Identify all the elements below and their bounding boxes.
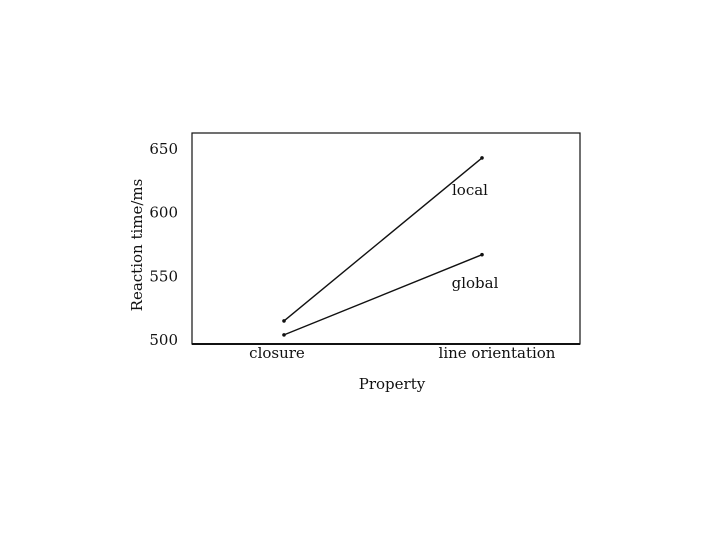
x-category-label: line orientation <box>439 344 556 362</box>
y-tick-labels: 500 550 600 650 <box>149 140 178 349</box>
data-point-local <box>282 319 286 323</box>
y-tick-label: 550 <box>149 267 178 285</box>
y-tick-label: 600 <box>149 204 178 222</box>
data-point-global <box>282 333 286 337</box>
y-axis-title: Reaction time/ms <box>128 179 146 312</box>
x-category-label: closure <box>249 344 305 362</box>
data-point-local <box>480 156 484 160</box>
x-category-labels: closure line orientation <box>249 344 556 362</box>
series-label-local: local <box>452 181 488 199</box>
series-lines: local global <box>282 156 499 337</box>
series-label-global: global <box>452 274 499 292</box>
y-tick-label: 650 <box>149 140 178 158</box>
data-point-global <box>480 252 484 257</box>
series-line-local <box>283 157 483 322</box>
plot-frame <box>191 132 581 345</box>
y-tick-label: 500 <box>149 331 178 349</box>
x-axis-title: Property <box>359 375 426 393</box>
series-line-global <box>283 254 483 336</box>
